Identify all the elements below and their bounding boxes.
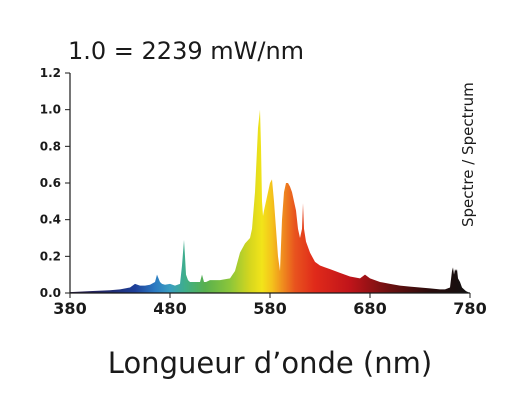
- side-label: Spectre / Spectrum: [459, 82, 477, 227]
- y-tick-label: 0.6: [40, 176, 61, 190]
- y-tick-label: 1.2: [40, 66, 61, 80]
- y-tick-label: 0.8: [40, 139, 61, 153]
- spectrum-area: [70, 109, 470, 293]
- y-tick-label: 0.2: [40, 249, 61, 263]
- y-tick-label: 1.0: [40, 103, 61, 117]
- y-axis-ticks: 0.0 0.2 0.4 0.6 0.8 1.0 1.2: [40, 66, 70, 300]
- x-tick-label: 480: [153, 299, 186, 318]
- x-tick-label: 780: [453, 299, 486, 318]
- plot-area: [70, 109, 470, 293]
- y-tick-label: 0.4: [40, 213, 61, 227]
- x-tick-label: 680: [353, 299, 386, 318]
- x-tick-label: 580: [253, 299, 286, 318]
- x-axis-ticks: 380 480 580 680 780: [53, 293, 487, 318]
- y-tick-label: 0.0: [40, 286, 61, 300]
- x-tick-label: 380: [53, 299, 86, 318]
- x-axis-label: Longueur d’onde (nm): [108, 346, 432, 380]
- chart-title: 1.0 = 2239 mW/nm: [68, 37, 304, 65]
